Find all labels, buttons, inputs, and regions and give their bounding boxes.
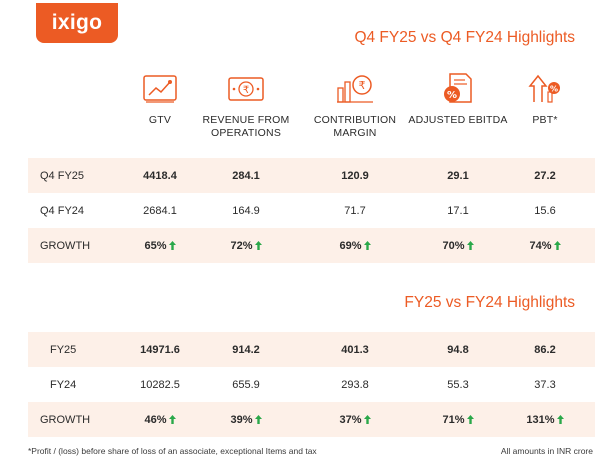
amounts-note: All amounts in INR crore (500, 446, 593, 456)
cell-value: 94.8 (447, 343, 469, 356)
cell-value: 29.1 (447, 169, 469, 182)
growth-cell: 72% (186, 240, 306, 252)
arrow-up-icon (466, 415, 474, 424)
arrow-up-icon (168, 241, 176, 250)
arrow-up-icon (254, 241, 262, 250)
cell-value: 46% (144, 413, 167, 426)
arrow-up-icon (553, 241, 561, 250)
cell-value: 2684.1 (143, 204, 177, 217)
arrow-up-icon (466, 241, 474, 250)
cell-value: 14971.6 (140, 343, 180, 356)
section2-table: FY25 14971.6 914.2 401.3 94.8 86.2 FY24 … (28, 332, 595, 437)
cell-value: 37% (339, 413, 362, 426)
column-label: CONTRIBUTION MARGIN (313, 114, 397, 139)
section2-title: FY25 vs FY24 Highlights (404, 294, 575, 311)
cell-value: 10282.5 (140, 378, 180, 391)
column-label: ADJUSTED EBITDA (408, 114, 508, 126)
cell-value: 39% (230, 413, 253, 426)
row-label: GROWTH (40, 239, 91, 252)
cell-value: 284.1 (232, 169, 260, 182)
cell-value: 72% (230, 239, 253, 252)
section1-table: Q4 FY25 4418.4 284.1 120.9 29.1 27.2 Q4 … (28, 158, 595, 263)
arrow-up-icon (168, 415, 176, 424)
cell-value: 71% (442, 413, 465, 426)
column-contribution-margin: ₹ CONTRIBUTION MARGIN (295, 70, 415, 142)
cell-value: 27.2 (534, 169, 556, 182)
column-label: GTV (148, 114, 172, 126)
table-row: FY24 10282.5 655.9 293.8 55.3 37.3 (28, 367, 595, 402)
cell-value: 74% (529, 239, 552, 252)
logo-text: ixigo (51, 11, 103, 34)
column-gtv: GTV (100, 70, 220, 142)
svg-text:₹: ₹ (243, 85, 249, 96)
svg-text:%: % (550, 85, 558, 94)
row-label: Q4 FY25 (40, 169, 85, 182)
cell-value: 15.6 (534, 204, 556, 217)
column-label: REVENUE FROM OPERATIONS (202, 114, 290, 139)
growth-cell: 39% (186, 414, 306, 426)
cell-value: 4418.4 (143, 169, 177, 182)
cell-value: 17.1 (447, 204, 469, 217)
cell-value: 401.3 (341, 343, 369, 356)
chart-screen-icon (100, 70, 220, 104)
growth-cell: 70% (398, 240, 518, 252)
growth-cell: 46% (100, 414, 220, 426)
cell-value: 655.9 (232, 378, 260, 391)
growth-percent-icon: % (485, 70, 605, 104)
cell-value: 86.2 (534, 343, 556, 356)
rupee-coins-icon: ₹ (295, 70, 415, 104)
cell-value: 293.8 (341, 378, 369, 391)
table-row-growth: GROWTH 46% 39% 37% 71% 131% (28, 402, 595, 437)
cell-value: 120.9 (341, 169, 369, 182)
arrow-up-icon (363, 241, 371, 250)
growth-cell: 131% (485, 414, 605, 426)
cell-value: 55.3 (447, 378, 469, 391)
column-pbt: % PBT* (485, 70, 605, 142)
cell-value: 71.7 (344, 204, 366, 217)
table-row-growth: GROWTH 65% 72% 69% 70% 74% (28, 228, 595, 263)
percent-document-icon: % (398, 70, 518, 104)
cell-value: 70% (442, 239, 465, 252)
table-row: FY25 14971.6 914.2 401.3 94.8 86.2 (28, 332, 595, 367)
section1-title: Q4 FY25 vs Q4 FY24 Highlights (354, 29, 575, 46)
arrow-up-icon (556, 415, 564, 424)
cell-value: 914.2 (232, 343, 260, 356)
row-label: Q4 FY24 (40, 204, 85, 217)
arrow-up-icon (254, 415, 262, 424)
arrow-up-icon (363, 415, 371, 424)
table-row: Q4 FY25 4418.4 284.1 120.9 29.1 27.2 (28, 158, 595, 193)
row-label: FY24 (50, 378, 77, 391)
column-revenue: ₹ REVENUE FROM OPERATIONS (186, 70, 306, 142)
growth-cell: 37% (295, 414, 415, 426)
table-row: Q4 FY24 2684.1 164.9 71.7 17.1 15.6 (28, 193, 595, 228)
cell-value: 65% (144, 239, 167, 252)
svg-text:%: % (447, 90, 457, 101)
row-label: FY25 (50, 343, 77, 356)
cell-value: 69% (339, 239, 362, 252)
column-adjusted-ebitda: % ADJUSTED EBITDA (398, 70, 518, 142)
cell-value: 164.9 (232, 204, 260, 217)
growth-cell: 71% (398, 414, 518, 426)
growth-cell: 69% (295, 240, 415, 252)
ixigo-logo: ixigo (36, 3, 118, 43)
footnote: *Profit / (loss) before share of loss of… (28, 446, 317, 456)
growth-cell: 65% (100, 240, 220, 252)
cell-value: 131% (526, 413, 555, 426)
cell-value: 37.3 (534, 378, 556, 391)
growth-cell: 74% (485, 240, 605, 252)
svg-text:₹: ₹ (359, 79, 366, 92)
rupee-note-icon: ₹ (186, 70, 306, 104)
column-label: PBT* (532, 114, 558, 126)
column-headers: GTV ₹ REVENUE FROM OPERATIONS ₹ CONTRIBU… (0, 70, 615, 150)
row-label: GROWTH (40, 413, 91, 426)
